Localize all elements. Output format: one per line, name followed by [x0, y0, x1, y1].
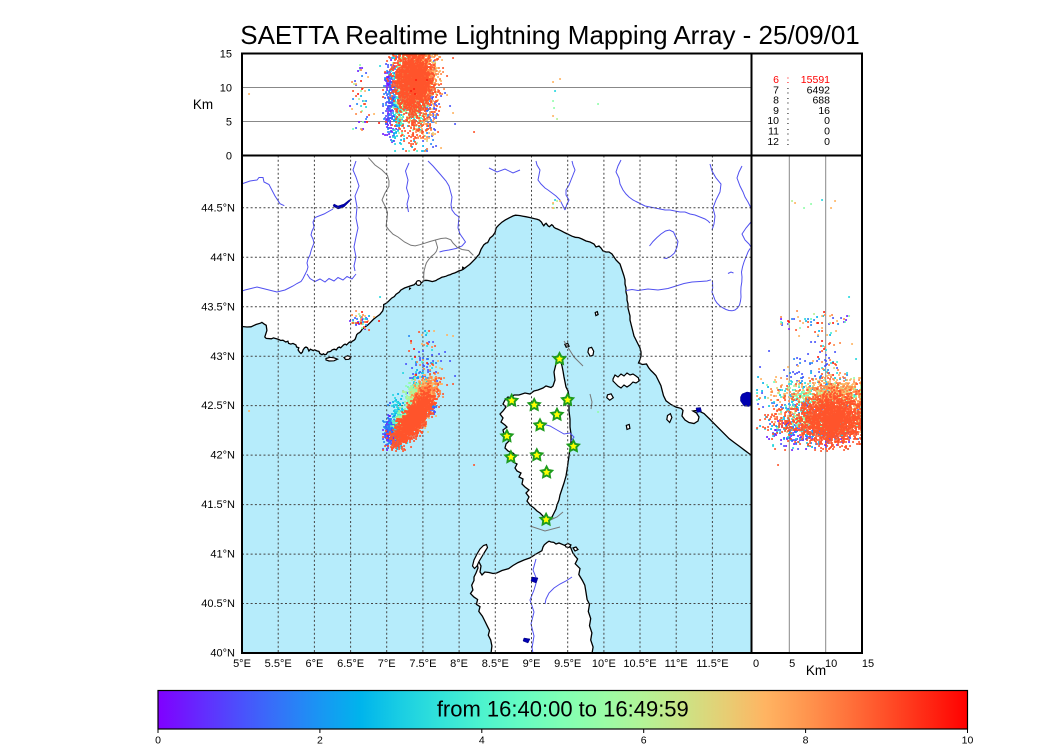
svg-text:43°N: 43°N	[210, 351, 235, 363]
svg-text:8: 8	[803, 735, 809, 747]
svg-text:688: 688	[812, 95, 830, 107]
svg-text:6.5°E: 6.5°E	[337, 658, 364, 670]
svg-text:11.5°E: 11.5°E	[696, 658, 728, 670]
svg-text:44.5°N: 44.5°N	[201, 202, 235, 214]
svg-text:10: 10	[767, 115, 779, 127]
svg-text:6: 6	[773, 74, 779, 86]
svg-text:6: 6	[641, 735, 647, 747]
svg-text:5: 5	[789, 658, 795, 670]
svg-text:15: 15	[220, 49, 232, 61]
svg-text:0: 0	[824, 115, 830, 127]
svg-text:5.5°E: 5.5°E	[265, 658, 292, 670]
svg-text:0: 0	[226, 151, 232, 163]
svg-text:10: 10	[825, 658, 837, 670]
svg-text:8: 8	[773, 95, 779, 107]
svg-text:41.5°N: 41.5°N	[201, 499, 235, 511]
svg-text:8.5°E: 8.5°E	[482, 658, 509, 670]
svg-text:9°E: 9°E	[523, 658, 541, 670]
svg-text:5°E: 5°E	[233, 658, 251, 670]
svg-text:44°N: 44°N	[210, 252, 235, 264]
svg-text:10°E: 10°E	[592, 658, 616, 670]
svg-text:11°E: 11°E	[665, 658, 688, 670]
svg-text::: :	[787, 105, 790, 117]
svg-text:SAETTA Realtime Lightning Mapp: SAETTA Realtime Lightning Mapping Array …	[240, 20, 860, 50]
svg-text:Km: Km	[193, 97, 213, 112]
svg-text:10: 10	[962, 735, 974, 747]
svg-text::: :	[787, 126, 790, 138]
svg-text::: :	[787, 136, 790, 148]
svg-text:0: 0	[753, 658, 759, 670]
svg-text:0: 0	[824, 126, 830, 138]
svg-text:Km: Km	[806, 663, 826, 678]
svg-text:5: 5	[226, 117, 232, 129]
svg-text:10.5°E: 10.5°E	[623, 658, 656, 670]
svg-text:42.5°N: 42.5°N	[201, 400, 235, 412]
svg-text:9.5°E: 9.5°E	[554, 658, 581, 670]
svg-text:40.5°N: 40.5°N	[201, 598, 235, 610]
svg-text:2: 2	[317, 735, 323, 747]
svg-text:43.5°N: 43.5°N	[201, 301, 235, 313]
svg-text:0: 0	[824, 136, 830, 148]
svg-text:16: 16	[818, 105, 830, 117]
svg-text:15: 15	[862, 658, 874, 670]
svg-text:7°E: 7°E	[378, 658, 396, 670]
svg-text::: :	[787, 115, 790, 127]
svg-text:7: 7	[773, 84, 779, 96]
svg-text:4: 4	[479, 735, 485, 747]
svg-text::: :	[787, 74, 790, 86]
svg-text:12: 12	[767, 136, 779, 148]
svg-text::: :	[787, 84, 790, 96]
svg-text:7.5°E: 7.5°E	[409, 658, 436, 670]
svg-text:from 16:40:00 to 16:49:59: from 16:40:00 to 16:49:59	[437, 697, 689, 722]
svg-text:41°N: 41°N	[210, 549, 235, 561]
svg-text:8°E: 8°E	[450, 658, 468, 670]
svg-text:42°N: 42°N	[210, 450, 235, 462]
svg-text:10: 10	[220, 83, 232, 95]
svg-text::: :	[787, 95, 790, 107]
svg-text:15591: 15591	[801, 74, 830, 86]
svg-text:6492: 6492	[807, 84, 831, 96]
svg-text:6°E: 6°E	[305, 658, 323, 670]
svg-text:9: 9	[773, 105, 779, 117]
svg-text:0: 0	[155, 735, 161, 747]
svg-text:40°N: 40°N	[210, 648, 235, 660]
svg-text:11: 11	[768, 126, 779, 138]
